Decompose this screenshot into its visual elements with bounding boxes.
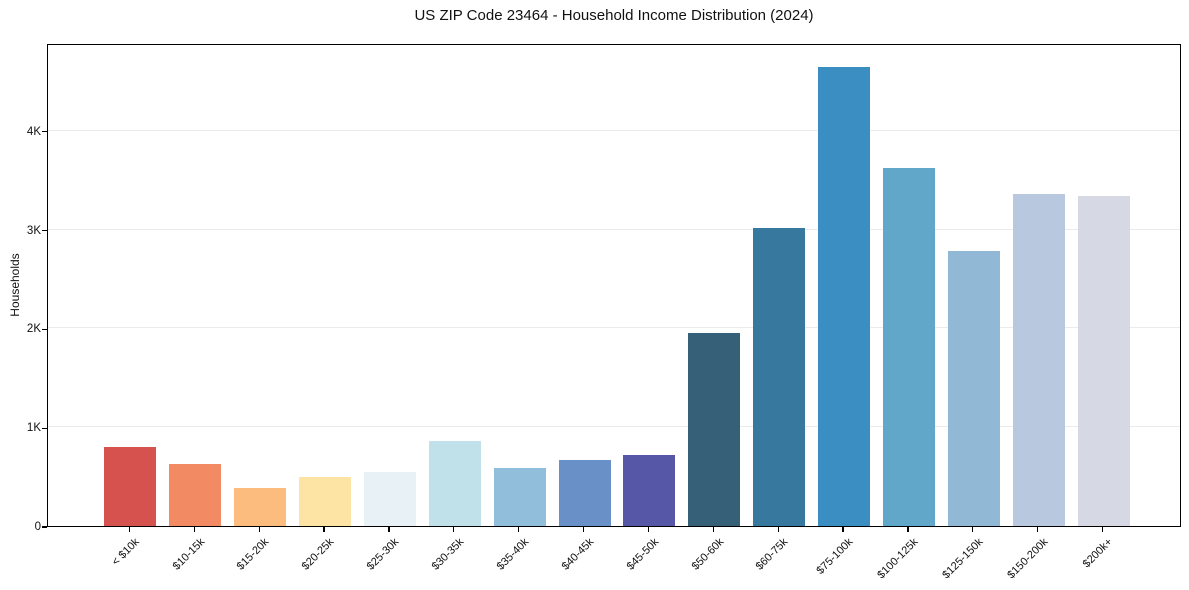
bar bbox=[947, 251, 1000, 526]
x-tick-mark bbox=[323, 527, 325, 532]
x-tick-label: $60-75k bbox=[754, 536, 791, 573]
x-tick-label: $50-60k bbox=[689, 536, 726, 573]
x-tick-label: $35-40k bbox=[494, 536, 532, 573]
bar bbox=[818, 66, 870, 526]
x-tick-label: $15-20k bbox=[235, 536, 272, 573]
x-tick-mark bbox=[907, 527, 909, 532]
y-tick-label: 2K bbox=[26, 323, 41, 336]
y-tick-mark bbox=[42, 328, 47, 331]
x-tick-label: $200k+ bbox=[1080, 536, 1116, 571]
x-tick-mark bbox=[1101, 527, 1104, 532]
bar bbox=[234, 487, 287, 526]
y-tick-mark bbox=[42, 427, 47, 429]
x-tick-label: < $10k bbox=[109, 536, 142, 569]
x-tick-mark bbox=[388, 527, 390, 532]
x-tick-mark bbox=[842, 527, 844, 532]
gridline bbox=[48, 228, 1180, 230]
y-axis-title-text: Households bbox=[8, 253, 22, 317]
x-tick-mark bbox=[453, 527, 455, 532]
x-tick-mark bbox=[1037, 527, 1039, 532]
bar bbox=[299, 476, 351, 526]
x-tick-label: $125-150k bbox=[940, 536, 986, 582]
x-tick-mark bbox=[582, 527, 585, 532]
x-tick-label: $10-15k bbox=[170, 536, 207, 573]
x-tick-mark bbox=[258, 527, 260, 532]
x-tick-mark bbox=[647, 527, 650, 532]
x-tick-mark bbox=[712, 527, 714, 532]
bar bbox=[1012, 194, 1065, 526]
y-tick-label: 4K bbox=[26, 125, 41, 138]
bar bbox=[753, 228, 806, 526]
bar bbox=[428, 441, 481, 526]
bar bbox=[1077, 196, 1130, 526]
gridline bbox=[48, 327, 1180, 329]
x-tick-label: $100-125k bbox=[875, 536, 921, 582]
y-tick-mark bbox=[42, 230, 47, 232]
gridline bbox=[48, 426, 1180, 428]
x-tick-mark bbox=[777, 527, 779, 532]
bar bbox=[104, 446, 157, 526]
y-tick-label: 0 bbox=[34, 521, 41, 533]
x-tick-label: $20-25k bbox=[299, 536, 337, 573]
y-tick-mark bbox=[42, 131, 47, 133]
bar bbox=[363, 471, 416, 526]
bar bbox=[169, 463, 222, 526]
chart-title: US ZIP Code 23464 - Household Income Dis… bbox=[414, 7, 814, 24]
bar bbox=[623, 454, 676, 526]
x-tick-label: $30-35k bbox=[429, 536, 467, 573]
x-tick-label: $45-50k bbox=[624, 536, 661, 573]
x-tick-label: $150-200k bbox=[1004, 536, 1051, 582]
x-tick-label: $25-30k bbox=[364, 536, 402, 573]
y-tick-label: 1K bbox=[26, 422, 41, 435]
x-tick-mark bbox=[128, 527, 131, 532]
y-tick-mark bbox=[42, 526, 47, 528]
plot-area bbox=[47, 44, 1181, 527]
y-tick-label: 3K bbox=[26, 224, 41, 237]
bar bbox=[688, 332, 741, 526]
bar bbox=[493, 468, 546, 526]
bar bbox=[882, 168, 935, 526]
x-tick-label: $75-100k bbox=[814, 536, 856, 577]
x-tick-mark bbox=[972, 527, 974, 532]
gridline bbox=[48, 129, 1180, 131]
x-tick-label: $40-45k bbox=[559, 536, 597, 573]
x-tick-mark bbox=[518, 527, 520, 532]
bar bbox=[558, 459, 611, 526]
x-tick-mark bbox=[193, 527, 195, 532]
